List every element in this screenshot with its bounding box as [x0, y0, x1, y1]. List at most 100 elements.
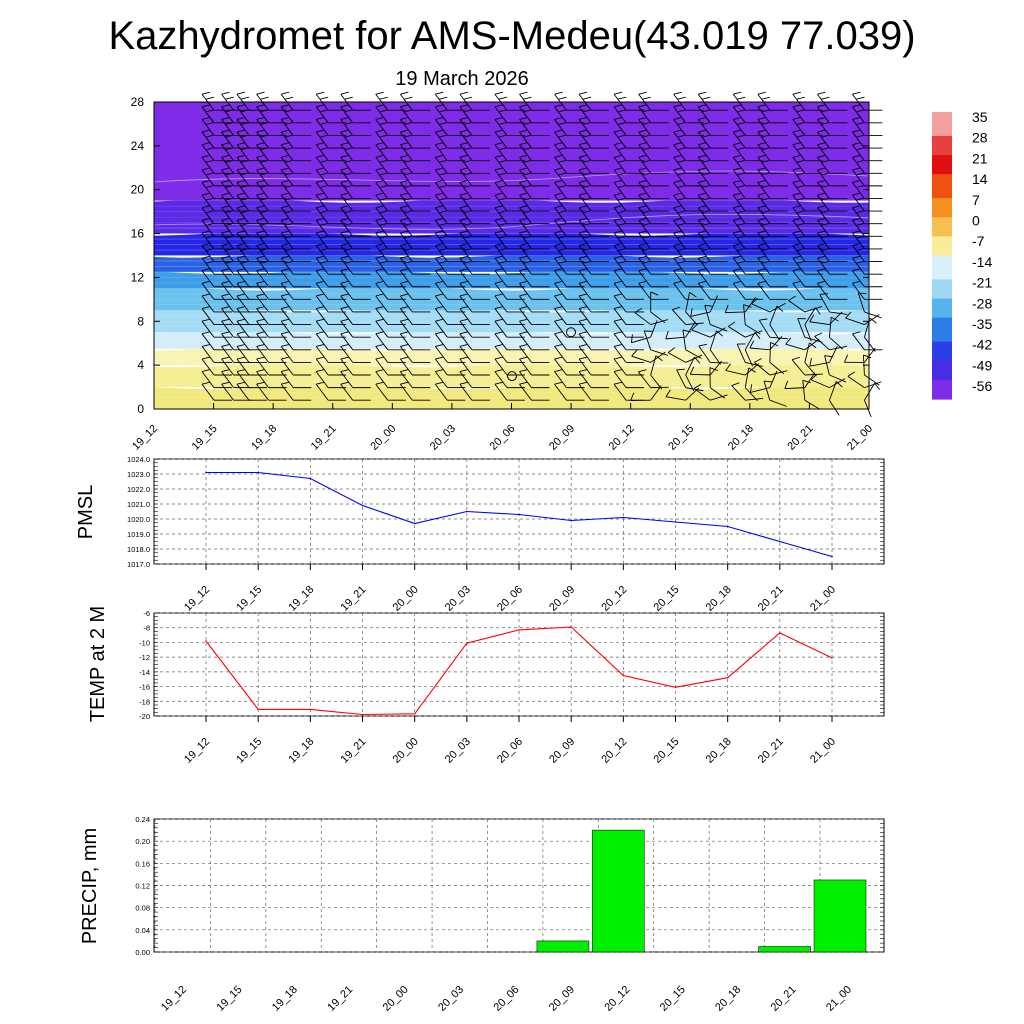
temp-panel: -20-18-16-14-12-10-8-619_12 19_15 19_18 19_…: [87, 606, 885, 766]
barb-flag: [638, 91, 647, 95]
barb-flag: [344, 210, 353, 214]
barb-flag: [225, 159, 234, 163]
wind-barb: [519, 306, 550, 326]
barb-flag: [494, 268, 504, 272]
barb-flag: [281, 318, 290, 322]
heat-layer: [154, 384, 869, 409]
barb-flag: [375, 154, 384, 158]
barb-flag: [673, 217, 682, 221]
barb-flag: [733, 243, 742, 246]
data-point: [674, 686, 677, 689]
barb-shaft: [375, 333, 389, 351]
x-tick-label: 21_00: [824, 984, 854, 1014]
barb-shaft: [494, 371, 508, 388]
wind-barb: [519, 381, 550, 401]
barb-shaft: [399, 346, 413, 363]
barb-flag: [733, 192, 742, 196]
barb-flag: [494, 318, 504, 322]
barb-shaft: [690, 311, 711, 317]
colorbar-cell: [932, 384, 952, 391]
barb-shaft: [693, 388, 711, 401]
wind-barb: [519, 369, 550, 389]
barb-flag: [631, 349, 638, 357]
wind-barb: [519, 343, 550, 363]
y-tick-label: 16: [131, 227, 145, 241]
barb-shaft: [201, 346, 215, 363]
barb-shaft: [399, 308, 413, 325]
barb-flag: [728, 321, 736, 327]
data-point: [518, 513, 520, 516]
barb-shaft: [673, 257, 687, 275]
barb-shaft: [434, 106, 448, 124]
barb-shaft: [340, 232, 354, 250]
barb-flag: [256, 356, 265, 360]
colorbar-cell: [932, 365, 952, 371]
barb-flag: [400, 91, 409, 95]
barb-shaft: [519, 383, 532, 401]
barb-flag: [404, 109, 413, 113]
barb-shaft: [256, 245, 269, 262]
data-point: [413, 522, 416, 525]
barb-shaft: [375, 245, 389, 262]
barb-flag: [673, 205, 682, 209]
colorbar-label: -7: [972, 233, 985, 249]
colorbar-cell: [932, 332, 952, 338]
barb-shaft: [494, 119, 508, 136]
barb-flag: [221, 331, 230, 335]
x-tick-label: 20_21: [756, 736, 786, 766]
wind-barb: [399, 381, 431, 401]
wind-barb: [784, 372, 816, 390]
barb-flag: [375, 230, 384, 234]
barb-flag: [400, 243, 409, 246]
colorbar-cell: [932, 202, 952, 209]
barb-flag: [733, 268, 742, 272]
barb-flag: [435, 343, 444, 347]
wind-barb: [399, 343, 431, 363]
wind-barb: [399, 117, 431, 136]
wind-barb: [201, 91, 232, 111]
barb-flag: [281, 356, 290, 360]
data-point: [518, 629, 520, 631]
wind-barb: [280, 104, 312, 124]
wind-barb: [578, 129, 610, 149]
wind-barb: [399, 180, 431, 199]
barb-shaft: [399, 270, 413, 288]
barb-flag: [225, 235, 234, 239]
barb-flag: [236, 381, 246, 385]
barb-flag: [554, 343, 563, 347]
wind-barb: [340, 381, 371, 401]
x-tick-label: 20_18: [704, 736, 734, 766]
barb-flag: [256, 129, 265, 133]
barb-flag: [281, 230, 290, 234]
barb-flag: [617, 185, 627, 188]
barb-flag: [236, 318, 246, 322]
barb-flag: [459, 230, 469, 234]
wind-barb: [749, 336, 783, 351]
wind-barb: [459, 293, 490, 313]
barb-shaft: [757, 207, 771, 224]
barb-flag: [316, 192, 325, 196]
barb-flag: [236, 268, 246, 272]
barb-flag: [749, 384, 753, 393]
y-axis-title: TEMP at 2 M: [87, 606, 109, 722]
wind-barb: [613, 280, 645, 300]
barb-flag: [582, 96, 592, 100]
barb-flag: [792, 154, 801, 158]
barb-flag: [691, 323, 698, 331]
barb-flag: [285, 248, 294, 251]
barb-shaft: [519, 283, 532, 300]
wind-barb: [236, 381, 267, 401]
wind-barb: [519, 205, 550, 225]
barb-shaft: [280, 182, 294, 199]
wind-barb: [236, 230, 267, 250]
barb-flag: [558, 260, 567, 264]
barb-flag: [554, 356, 563, 360]
barb-shaft: [613, 156, 627, 174]
barb-flag: [221, 180, 230, 183]
wind-barb: [852, 205, 883, 225]
barb-shaft: [459, 119, 473, 136]
barb-flag: [375, 91, 384, 95]
barb-shaft: [494, 194, 508, 212]
barb-shaft: [256, 295, 269, 313]
colorbar-cell: [932, 312, 952, 319]
